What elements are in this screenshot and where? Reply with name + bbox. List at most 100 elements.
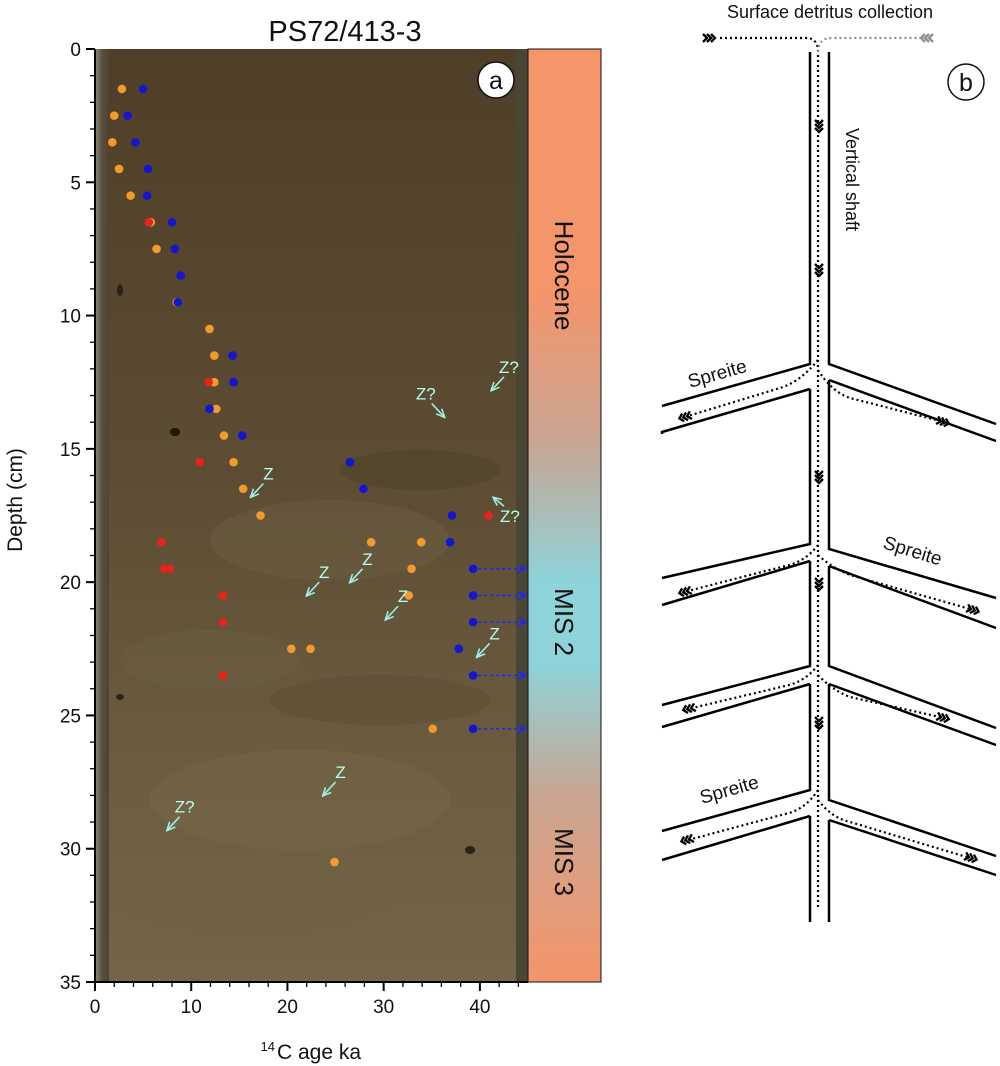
burrow-arrow (323, 781, 337, 796)
data-point-series-2 (218, 591, 228, 600)
y-tick-label: 0 (70, 40, 81, 61)
axes: 0 5 10 15 20 25 30 35 0 10 20 30 40 (60, 40, 528, 1018)
chart-title: PS72/413-3 (268, 16, 421, 48)
burrow-label: Z (263, 465, 273, 484)
data-point-series-1 (143, 164, 153, 174)
burrow-label: Z (362, 550, 372, 569)
data-point-series-0 (416, 537, 426, 547)
data-point-series-0 (117, 84, 127, 94)
data-point-series-2 (204, 377, 213, 387)
data-point-series-1 (445, 537, 455, 547)
data-point-series-0 (229, 457, 238, 467)
y-tick-label: 10 (60, 307, 81, 328)
x-tick-label: 10 (181, 997, 202, 1018)
chevron-icon (681, 702, 697, 714)
data-point-series-0 (152, 244, 161, 254)
data-point-series-1 (468, 617, 478, 627)
panel-a-badge (477, 61, 515, 99)
data-point-series-0 (330, 857, 339, 867)
x-tick-label: 20 (277, 997, 298, 1018)
data-point-series-1 (468, 591, 478, 600)
stage-label-0: Holocene (549, 221, 579, 331)
y-tick-label: 30 (60, 840, 81, 861)
vertical-shaft-label: Vertical shaft (842, 128, 862, 231)
chevron-icon (814, 119, 824, 134)
chevron-icon (814, 470, 824, 485)
y-tick-label: 20 (60, 573, 81, 594)
data-point-series-1 (142, 191, 152, 200)
stage-labels: Holocene MIS 2 MIS 3 (549, 221, 579, 896)
burrow-arrow (493, 497, 505, 507)
x-tick-label: 0 (90, 997, 101, 1018)
burrow-arrow (349, 568, 364, 583)
burrow-walls (660, 52, 997, 922)
data-point-series-2 (144, 217, 154, 227)
chevron-icon (935, 415, 951, 428)
burrow-label: Z? (175, 798, 195, 817)
data-point-series-2 (218, 617, 228, 627)
y-tick-label: 25 (60, 706, 81, 727)
data-point-series-0 (366, 537, 376, 547)
y-tick-label: 15 (60, 440, 81, 461)
data-point-series-0 (404, 591, 413, 600)
chevron-icon (814, 716, 824, 731)
core-photo (95, 49, 528, 982)
data-point-series-1 (468, 671, 478, 680)
data-points (108, 84, 493, 867)
data-point-series-1 (447, 511, 457, 520)
data-point-series-0 (256, 511, 265, 520)
data-point-series-1 (167, 217, 177, 227)
chevron-icon (963, 851, 979, 864)
data-point-series-0 (407, 564, 416, 574)
data-point-series-0 (114, 164, 124, 174)
flow-chevrons (677, 33, 981, 864)
data-point-series-1 (138, 84, 148, 94)
burrow-arrow (477, 642, 491, 657)
burrow-arrow (491, 376, 505, 391)
burrow-arrow (385, 605, 399, 620)
data-point-series-1 (123, 111, 133, 120)
burrow-label: Z? (500, 507, 520, 526)
chevron-icon (702, 33, 717, 43)
grey-collection-path (816, 36, 920, 53)
stage-label-1: MIS 2 (549, 588, 579, 656)
panel-a-label: a (489, 67, 503, 95)
data-point-series-2 (157, 537, 166, 547)
burrow-arrow (250, 482, 264, 498)
spreite-label-2: Spreite (881, 533, 945, 571)
burrow-arrow (431, 402, 445, 418)
panel-a: PS72/413-3 Holocene MIS 2 MIS 3 0 5 10 15 20 25… (4, 16, 602, 1064)
burrow-label: Z (398, 587, 408, 606)
data-point-series-1 (170, 244, 180, 254)
data-point-series-0 (109, 111, 119, 120)
stage-label-2: MIS 3 (549, 828, 579, 896)
data-point-series-1 (205, 404, 214, 414)
spreite-label-3: Spreite (698, 772, 762, 809)
chevron-icon (814, 263, 824, 278)
data-point-series-0 (126, 191, 135, 200)
data-point-series-2 (218, 671, 228, 680)
data-point-series-1 (359, 484, 368, 494)
x-tick-label: 40 (469, 997, 490, 1018)
data-point-series-1 (228, 351, 237, 360)
burrow-label: Z (319, 563, 329, 582)
burrow-arrow (167, 816, 181, 831)
burrow-arrow (306, 581, 320, 596)
burrow-label: Z? (416, 385, 436, 404)
data-point-series-2 (195, 457, 205, 467)
spreite-label-1: Spreite (686, 356, 750, 393)
chevron-icon (919, 33, 934, 43)
burrow-label: Z (335, 763, 345, 782)
data-point-series-0 (205, 324, 214, 334)
data-point-series-1 (229, 377, 238, 387)
x-tick-label: 30 (373, 997, 394, 1018)
data-point-series-1 (468, 724, 478, 734)
stage-bar (527, 48, 602, 983)
data-point-series-0 (211, 404, 221, 414)
y-tick-label: 5 (70, 173, 81, 194)
panel-b-label: b (959, 69, 973, 97)
data-point-series-1 (237, 431, 247, 440)
data-point-series-0 (238, 484, 248, 494)
panel-b-badge (947, 63, 985, 101)
y-tick-label: 35 (60, 973, 81, 994)
